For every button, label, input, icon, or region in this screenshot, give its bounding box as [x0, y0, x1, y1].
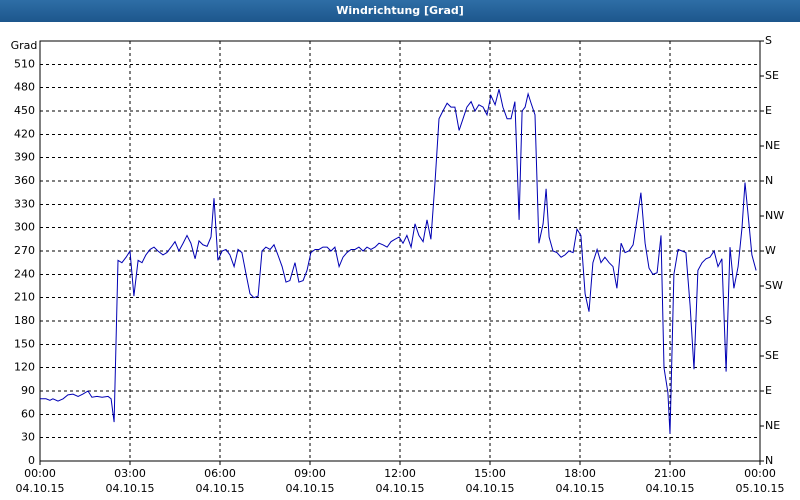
- y2-tick-label: NE: [765, 419, 780, 432]
- x-tick-label: 00:00 04.10.15: [15, 467, 65, 495]
- x-tick-label: 12:00 04.10.15: [375, 467, 425, 495]
- y2-tick-label: NW: [765, 209, 784, 222]
- y-tick-label: 480: [14, 81, 35, 94]
- y-tick-label: 90: [21, 384, 35, 397]
- y-tick-label: 510: [14, 57, 35, 70]
- y-tick-label: 420: [14, 127, 35, 140]
- y2-tick-label: N: [765, 174, 773, 187]
- x-tick-label: 15:00 04.10.15: [465, 467, 515, 495]
- y2-tick-label: SE: [765, 349, 779, 362]
- y2-tick-label: W: [765, 244, 776, 257]
- x-tick-label: 18:00 04.10.15: [555, 467, 605, 495]
- y2-tick-label: NE: [765, 139, 780, 152]
- y2-tick-label: S: [765, 314, 772, 327]
- y-tick-label: 0: [28, 454, 35, 467]
- y-tick-label: 120: [14, 361, 35, 374]
- x-tick-label: 06:00 04.10.15: [195, 467, 245, 495]
- y-tick-label: 270: [14, 244, 35, 257]
- y2-tick-label: SW: [765, 279, 783, 292]
- y2-tick-label: E: [765, 384, 772, 397]
- y-tick-label: 30: [21, 431, 35, 444]
- x-tick-label: 09:00 04.10.15: [285, 467, 335, 495]
- y-tick-label: 330: [14, 197, 35, 210]
- plot-frame: [39, 40, 761, 462]
- y2-tick-label: N: [765, 454, 773, 467]
- x-tick-label: 21:00 04.10.15: [645, 467, 695, 495]
- y2-tick-label: SE: [765, 69, 779, 82]
- y-tick-label: 210: [14, 291, 35, 304]
- y-tick-label: 390: [14, 151, 35, 164]
- data-line: [40, 89, 757, 434]
- chart-title: Windrichtung [Grad]: [0, 0, 800, 22]
- y-axis-label: Grad: [11, 39, 38, 52]
- y2-tick-label: S: [765, 34, 772, 47]
- x-tick-label: 03:00 04.10.15: [105, 467, 155, 495]
- y-tick-label: 240: [14, 267, 35, 280]
- y-tick-label: 180: [14, 314, 35, 327]
- y2-tick-label: E: [765, 104, 772, 117]
- y-tick-label: 150: [14, 337, 35, 350]
- x-tick-label: 00:00 05.10.15: [735, 467, 785, 495]
- y-tick-label: 450: [14, 104, 35, 117]
- y-tick-label: 300: [14, 221, 35, 234]
- y-tick-label: 360: [14, 174, 35, 187]
- y-tick-label: 60: [21, 407, 35, 420]
